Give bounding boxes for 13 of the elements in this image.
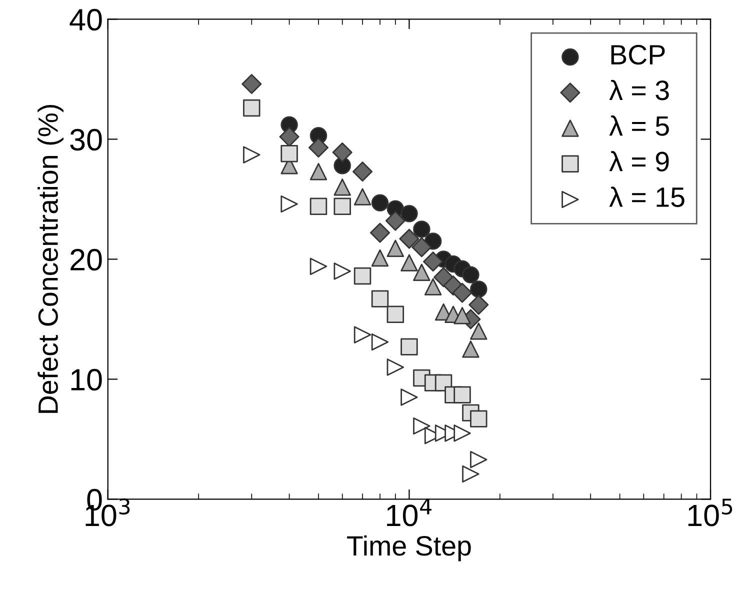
- legend-label: λ = 9: [609, 151, 669, 172]
- y-tick-label: 30: [70, 128, 102, 151]
- x-tick-label: 10$^{5}$: [688, 498, 732, 526]
- y-tick-label: 20: [70, 248, 102, 271]
- x-tick-label: 10$^{4}$: [387, 498, 432, 526]
- y-tick-label: 10: [71, 368, 102, 391]
- y-axis-title: Defect Concentration (%): [38, 104, 64, 413]
- legend-label: λ = 15: [609, 186, 684, 208]
- x-axis-title: Time Step: [347, 535, 471, 562]
- legend-label: λ = 5: [609, 115, 669, 136]
- legend-label: λ = 3: [609, 80, 669, 100]
- legend-label: BCP: [611, 44, 665, 65]
- y-tick-label: 40: [70, 8, 102, 31]
